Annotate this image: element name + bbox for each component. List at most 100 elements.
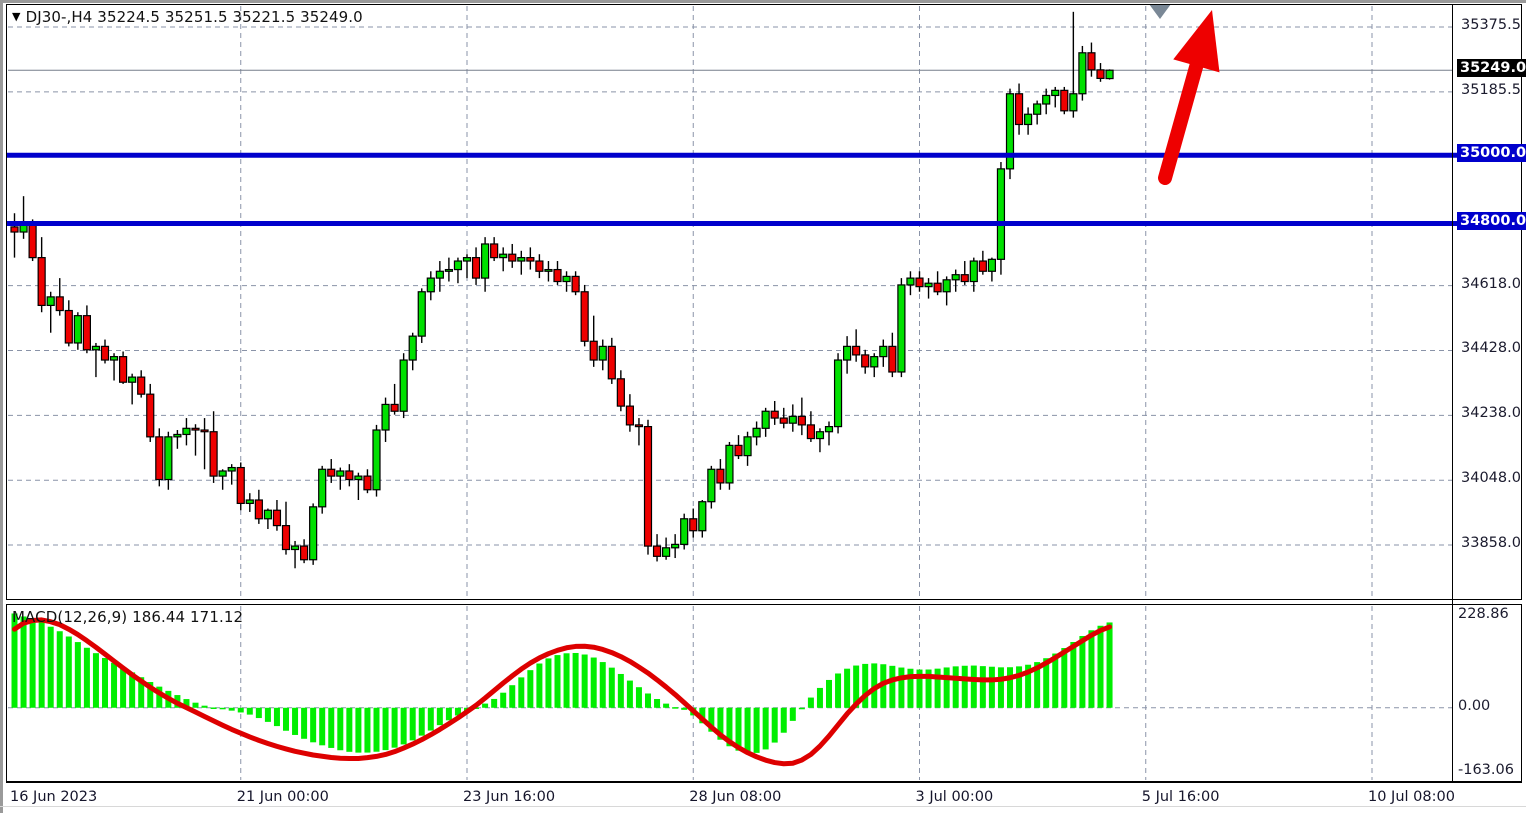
macd-histogram-bar [979, 666, 986, 708]
macd-histogram-bar [436, 707, 443, 726]
candlestick [698, 500, 707, 538]
candlestick [309, 503, 318, 565]
macd-histogram-bar [319, 707, 326, 746]
macd-histogram-bar [1088, 630, 1095, 708]
candlestick [363, 469, 372, 494]
macd-histogram-bar [835, 673, 842, 708]
macd-histogram-bar [92, 653, 99, 708]
candlestick [417, 288, 426, 343]
level-price-badge[interactable]: 35000.0 [1457, 144, 1526, 163]
candlestick [689, 508, 698, 538]
macd-histogram-bar [608, 667, 615, 708]
candlestick [164, 431, 173, 490]
macd-histogram-bar [898, 667, 905, 708]
candlestick [327, 459, 336, 483]
macd-histogram-bar [663, 703, 670, 708]
macd-histogram-bar [862, 663, 869, 708]
time-axis-rule [6, 782, 1522, 783]
candlestick [571, 271, 580, 296]
candlestick [725, 441, 734, 490]
candlestick [508, 243, 517, 268]
time-axis-tick: 16 Jun 2023 [10, 789, 98, 805]
macd-histogram-bar [789, 707, 796, 721]
candlestick [1051, 86, 1060, 108]
candlestick [544, 261, 553, 282]
macd-histogram-bar [237, 707, 244, 713]
candlestick [191, 424, 200, 456]
candlestick [707, 465, 716, 509]
macd-histogram-bar [645, 693, 651, 708]
macd-axis-tick: 0.00 [1458, 697, 1491, 714]
candlestick [806, 411, 816, 442]
time-axis-tick: 21 Jun 00:00 [236, 789, 329, 805]
time-axis-tick: 10 Jul 08:00 [1368, 789, 1455, 805]
macd-histogram-bar [491, 698, 498, 708]
candlestick [263, 508, 272, 530]
candlestick [300, 539, 309, 564]
macd-histogram-bar [201, 705, 208, 708]
macd-histogram-bar [219, 707, 226, 710]
candlestick [82, 305, 92, 354]
level-price-badge[interactable]: 34800.0 [1457, 212, 1526, 231]
macd-histogram-bar [509, 685, 516, 708]
candlestick [562, 271, 571, 292]
macd-pane[interactable] [6, 604, 1522, 782]
macd-histogram-bar [255, 707, 262, 719]
macd-histogram-bar [753, 707, 760, 753]
macd-histogram-bar [1025, 664, 1032, 708]
collapse-caret-icon[interactable]: ▼ [12, 10, 21, 23]
macd-histogram-bar [735, 707, 742, 751]
candlestick [73, 312, 82, 350]
macd-histogram-bar [1016, 666, 1023, 708]
macd-histogram-bar [56, 631, 63, 708]
current-price-badge[interactable]: 35249.0 [1457, 59, 1526, 78]
candlestick [318, 465, 327, 514]
macd-histogram-bar [29, 619, 36, 708]
macd-histogram-bar [454, 707, 461, 716]
price-axis-tick: 35375.5 [1461, 17, 1521, 34]
candlestick [906, 271, 915, 296]
price-chart-canvas[interactable] [7, 5, 1521, 599]
macd-histogram-bar [590, 657, 597, 708]
macd-histogram-bar [798, 707, 805, 710]
candlestick [372, 424, 381, 497]
candlestick [1078, 45, 1087, 101]
macd-histogram-bar [889, 665, 896, 708]
macd-histogram-bar [373, 707, 380, 752]
down-triangle-marker[interactable] [1149, 5, 1171, 19]
macd-histogram-bar [536, 663, 543, 708]
macd-histogram-bar [83, 647, 90, 708]
macd-histogram-bar [400, 707, 407, 745]
candlestick [870, 353, 879, 378]
candlestick [490, 237, 499, 262]
candlestick [625, 394, 635, 432]
candlestick [46, 291, 55, 333]
macd-histogram-bar [717, 707, 724, 740]
macd-histogram-bar [545, 658, 552, 708]
candlestick [290, 540, 300, 569]
candlestick [100, 339, 110, 364]
candlestick [797, 397, 806, 436]
candlestick [499, 247, 508, 272]
candlestick [969, 257, 978, 292]
macd-histogram-bar [816, 687, 823, 708]
candlestick [924, 278, 933, 299]
macd-canvas[interactable] [7, 605, 1521, 781]
macd-histogram-bar [500, 692, 507, 708]
macd-histogram-bar [1061, 648, 1068, 708]
time-axis-tick: 28 Jun 08:00 [689, 789, 782, 805]
macd-histogram-bar [102, 657, 108, 708]
price-legend-text: DJ30-,H4 35224.5 35251.5 35221.5 35249.0 [25, 8, 363, 26]
price-chart-pane[interactable] [6, 4, 1522, 600]
bullish-arrow[interactable] [1158, 10, 1220, 185]
candlestick [19, 196, 28, 239]
macd-histogram-bar [156, 686, 163, 708]
candlestick [399, 353, 408, 419]
candlestick [128, 373, 137, 405]
macd-histogram-bar [807, 697, 814, 708]
macd-legend: MACD(12,26,9) 186.44 171.12 [12, 608, 244, 626]
macd-histogram-bar [762, 707, 769, 750]
candlestick [535, 254, 544, 279]
macd-histogram-bar [626, 680, 633, 708]
candlestick [1033, 100, 1042, 125]
